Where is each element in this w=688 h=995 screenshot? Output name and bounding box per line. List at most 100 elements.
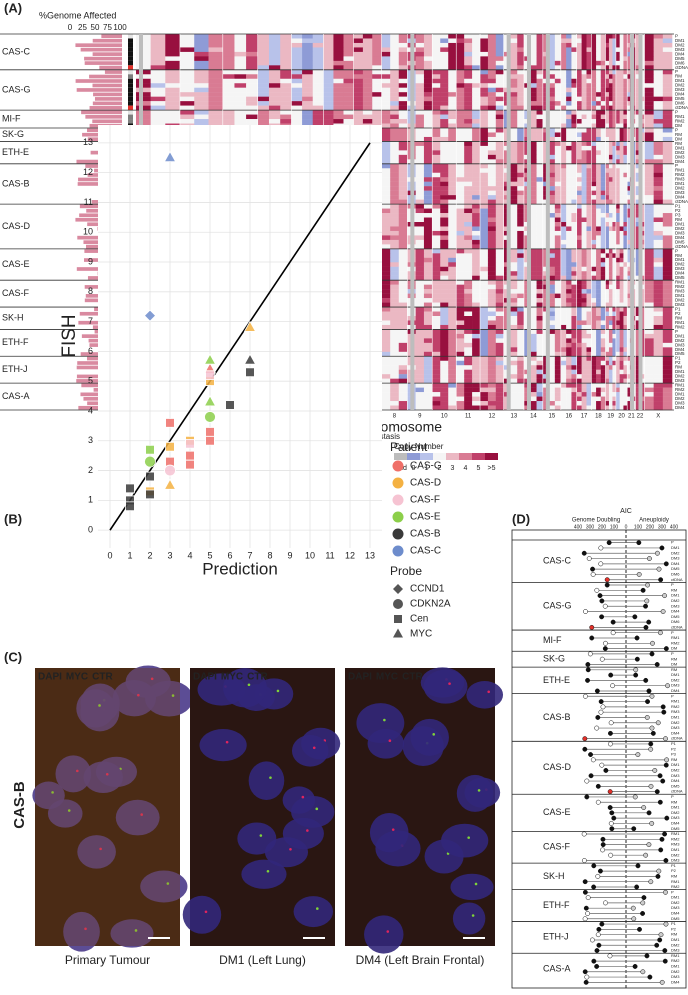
cn-cell: [623, 195, 628, 200]
cn-cell: [480, 307, 489, 312]
cn-cell: [517, 204, 525, 209]
cn-cell: [615, 51, 620, 57]
cn-cell: [448, 92, 457, 97]
cn-cell: [398, 257, 408, 263]
cn-cell: [566, 69, 572, 75]
cn-cell: [600, 101, 606, 106]
cn-cell: [456, 47, 465, 53]
cn-cell: [432, 38, 441, 44]
cn-cell: [536, 230, 544, 236]
cn-cell: [576, 110, 582, 115]
cn-cell: [591, 101, 597, 106]
cn-cell: [612, 163, 617, 169]
cn-cell: [554, 38, 562, 44]
cn-cell: [608, 119, 613, 124]
cn-cell: [432, 257, 441, 263]
cn-cell: [554, 128, 562, 133]
cn-cell: [381, 141, 391, 147]
cn-cell: [333, 101, 344, 106]
cn-cell: [390, 181, 400, 187]
cn-cell: [566, 320, 572, 326]
cn-cell: [480, 74, 489, 79]
cn-cell: [390, 298, 400, 303]
cn-cell: [464, 123, 473, 129]
cn-cell: [440, 239, 449, 245]
cn-cell: [432, 92, 441, 97]
cn-cell: [440, 280, 449, 285]
cn-cell: [586, 172, 592, 178]
cn-cell: [268, 69, 281, 75]
cn-cell: [517, 42, 525, 48]
sample-label: RM3: [675, 289, 685, 294]
cn-cell: [554, 92, 562, 97]
cn-cell: [480, 298, 489, 303]
cn-cell: [381, 56, 391, 62]
cn-cell: [608, 83, 613, 88]
cn-cell: [323, 96, 334, 102]
cn-cell: [398, 163, 408, 169]
cn-cell: [571, 239, 578, 245]
cn-cell: [472, 65, 481, 71]
cn-cell: [464, 34, 473, 39]
cn-cell: [548, 101, 556, 106]
cn-cell: [615, 311, 620, 317]
cn-cell: [653, 60, 664, 66]
cn-cell: [576, 172, 582, 178]
cn-cell: [644, 150, 654, 156]
cn-cell: [530, 195, 537, 200]
cn-cell: [448, 74, 457, 79]
cn-cell: [560, 154, 567, 160]
cn-cell: [591, 329, 597, 335]
cn-cell: [390, 195, 400, 200]
cn-cell: [548, 248, 556, 254]
cn-cell: [641, 217, 645, 223]
cn-cell: [312, 96, 324, 102]
cn-cell: [222, 60, 235, 66]
cn-cell: [536, 320, 544, 326]
cn-cell: [635, 329, 639, 335]
cn-cell: [530, 87, 537, 93]
cn-cell: [591, 38, 597, 44]
cn-cell: [257, 78, 270, 84]
cn-cell: [517, 145, 525, 151]
patient-label: CAS-G: [2, 84, 31, 94]
cn-cell: [150, 78, 166, 84]
cn-cell: [423, 320, 433, 326]
cn-cell: [257, 65, 270, 71]
cn-cell: [480, 244, 489, 250]
cn-cell: [586, 253, 592, 259]
cn-cell: [576, 159, 582, 165]
cn-cell: [662, 38, 673, 44]
cn-cell: [608, 132, 613, 138]
cn-cell: [353, 42, 364, 48]
cn-cell: [560, 298, 567, 303]
cn-cell: [423, 329, 433, 335]
genome-bar: [93, 92, 122, 97]
cn-cell: [632, 38, 636, 44]
cn-cell: [464, 235, 473, 241]
cn-cell: [627, 217, 631, 223]
cn-cell: [586, 338, 592, 344]
cn-cell: [635, 101, 639, 106]
cn-cell: [662, 177, 673, 182]
cn-cell: [257, 60, 270, 66]
cn-cell: [586, 119, 592, 124]
sample-label: DM2: [675, 42, 685, 47]
cn-cell: [591, 266, 597, 272]
genome-bar: [76, 88, 122, 92]
cn-cell: [644, 101, 654, 106]
cn-cell: [333, 74, 344, 79]
cn-cell: [487, 119, 497, 124]
cn-cell: [464, 74, 473, 79]
cn-cell: [487, 34, 497, 39]
cn-cell: [536, 271, 544, 276]
cn-cell: [554, 96, 562, 102]
cn-cell: [581, 190, 587, 196]
cn-cell: [323, 92, 334, 97]
cn-cell: [653, 154, 664, 160]
cn-cell: [641, 266, 645, 272]
cn-cell: [641, 253, 645, 259]
cn-cell: [571, 217, 578, 223]
cn-cell: [591, 298, 597, 303]
cn-cell: [440, 83, 449, 88]
